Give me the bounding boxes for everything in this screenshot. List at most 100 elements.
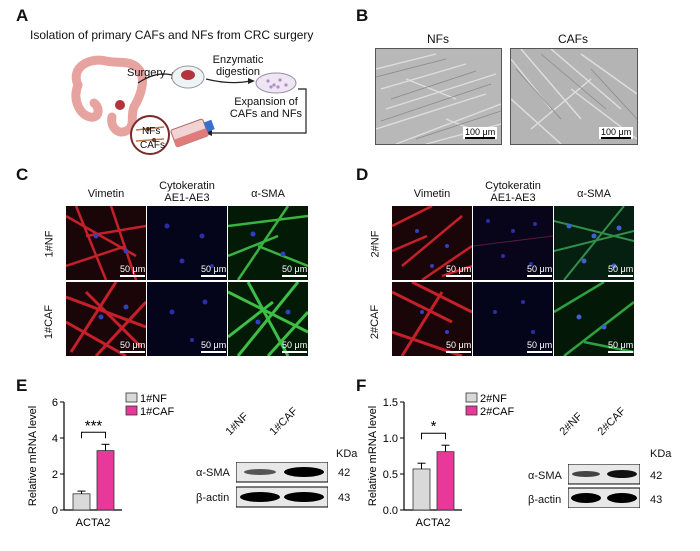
expansion-label-2: CAFs and NFs (229, 108, 303, 120)
e-bar-0 (72, 493, 91, 511)
e-legend-swatch-1 (125, 405, 138, 416)
f-western-blot (568, 464, 640, 508)
e-ylabel: Relative mRNA level (27, 406, 39, 506)
d-2nf-cytokeratin-image (473, 206, 553, 280)
c-col-asma: α-SMA (251, 188, 285, 200)
f-legend-swatch-0 (465, 392, 478, 403)
f-bar-1 (436, 451, 455, 511)
f-sig-bracket (421, 432, 446, 440)
c-1caf-vimetin-image (66, 282, 146, 356)
panel-c-letter: C (16, 165, 29, 184)
expansion-label-1: Expansion of (234, 96, 298, 108)
d-col-asma: α-SMA (577, 188, 611, 200)
f-band-asma-caf (607, 470, 637, 478)
e-ytick-label-3: 6 (52, 397, 58, 409)
d-scalebar-6: 50 μm (608, 340, 634, 353)
c-1nf-vimetin-image (66, 206, 146, 280)
f-blot-lane-2: 2#CAF (595, 405, 629, 438)
f-ytick-label-2: 1.0 (383, 433, 398, 445)
e-blot-band-2-name: β-actin (196, 492, 230, 504)
c-row-1caf-label: 1#CAF (43, 304, 56, 340)
c-scalebar-6: 50 μm (282, 340, 308, 353)
panel-f-bar-chart: 0.0 0.5 1.0 1.5 Relative mRNA level * ACTA2 2#N… (367, 392, 515, 529)
e-western-blot (236, 462, 328, 508)
f-blot-band-2-kda: 43 (650, 494, 663, 506)
c-row-1nf-label: 1#NF (43, 230, 56, 258)
f-ytick-label-1: 0.5 (383, 469, 398, 481)
f-legend-label-0: 2#NF (480, 393, 507, 405)
e-blot-kda-label: KDa (336, 448, 358, 460)
e-blot-lane-1: 1#NF (223, 410, 252, 438)
c-col-cytokeratin-2: AE1-AE3 (164, 192, 210, 204)
d-col-vimetin: Vimetin (413, 188, 451, 200)
d-2caf-asma-image (554, 282, 634, 356)
panel-d-letter: D (356, 165, 369, 184)
c-col-cytokeratin-1: Cytokeratin (159, 180, 215, 192)
c-1nf-asma-image (228, 206, 308, 280)
f-ytick-label-3: 1.5 (383, 397, 398, 409)
panel-b-cafs-label: CAFs (558, 32, 588, 46)
f-blot-band-2-name: β-actin (528, 494, 562, 506)
e-band-actin-nf (240, 492, 280, 502)
d-row-2caf-label: 2#CAF (369, 304, 382, 340)
e-legend-label-0: 1#NF (140, 393, 167, 405)
e-band-actin-caf (284, 492, 324, 502)
e-bar-1 (96, 450, 115, 511)
c-scalebar-5: 50 μm (201, 340, 227, 353)
panel-b-nfs-label: NFs (427, 32, 449, 46)
d-scalebar-4: 50 μm (446, 340, 472, 353)
f-xlabel: ACTA2 (416, 517, 451, 529)
e-band-asma-nf (244, 469, 276, 475)
f-sig-label: * (431, 418, 437, 435)
panel-b-letter: B (356, 6, 369, 25)
panel-e-bar-chart: 0 2 4 6 Relative mRNA level *** ACTA2 1#NF1#CAF (27, 392, 175, 529)
d-2nf-vimetin-image (392, 206, 472, 280)
f-legend-swatch-1 (465, 405, 478, 416)
e-ytick-label-2: 4 (52, 433, 58, 445)
e-legend-swatch-0 (125, 392, 138, 403)
d-col-cytokeratin-1: Cytokeratin (485, 180, 541, 192)
f-ytick-label-0: 0.0 (383, 505, 398, 517)
f-blot-lane-1: 2#NF (557, 410, 586, 438)
e-xlabel: ACTA2 (76, 517, 111, 529)
colon-illustration (71, 55, 147, 137)
d-scalebar-3: 50 μm (608, 264, 634, 277)
f-ylabel: Relative mRNA level (367, 406, 379, 506)
surgery-label: Surgery (127, 67, 166, 79)
panel-a-title: Isolation of primary CAFs and NFs from C… (30, 28, 314, 42)
d-scalebar-1: 50 μm (446, 264, 472, 277)
d-scalebar-2: 50 μm (527, 264, 553, 277)
f-band-actin-nf (571, 493, 601, 503)
nfs-scalebar: 100 μm (463, 127, 498, 139)
f-band-actin-caf (607, 493, 637, 503)
e-legend-label-1: 1#CAF (140, 406, 175, 418)
d-row-2nf-label: 2#NF (369, 230, 382, 258)
e-ytick-label-1: 2 (52, 469, 58, 481)
workflow-diagram (71, 55, 307, 155)
d-col-cytokeratin-2: AE1-AE3 (490, 192, 536, 204)
f-blot-band-1-kda: 42 (650, 470, 663, 482)
d-2caf-vimetin-image (392, 282, 472, 356)
enzymatic-label-2: digestion (215, 66, 261, 78)
c-scalebar-1: 50 μm (120, 264, 146, 277)
cafs-inset-label: CAFs (140, 140, 165, 151)
f-blot-kda-label: KDa (650, 448, 672, 460)
f-band-asma-nf (572, 471, 600, 477)
c-col-vimetin: Vimetin (87, 188, 125, 200)
panel-f-letter: F (356, 376, 367, 395)
cafs-scalebar: 100 μm (599, 127, 634, 139)
f-blot-band-1-name: α-SMA (528, 470, 562, 482)
c-scalebar-2: 50 μm (201, 264, 227, 277)
c-1nf-cytokeratin-image (147, 206, 227, 280)
e-band-asma-caf (284, 467, 324, 477)
enzymatic-label-1: Enzymatic (212, 54, 264, 66)
e-sig-label: *** (85, 417, 103, 434)
panel-e-letter: E (16, 376, 28, 395)
d-2nf-asma-image (554, 206, 634, 280)
e-ytick-label-0: 0 (52, 505, 58, 517)
f-bar-0 (412, 468, 431, 511)
c-1caf-asma-image (228, 282, 308, 356)
d-scalebar-5: 50 μm (527, 340, 553, 353)
c-scalebar-4: 50 μm (120, 340, 146, 353)
f-legend-label-1: 2#CAF (480, 406, 515, 418)
